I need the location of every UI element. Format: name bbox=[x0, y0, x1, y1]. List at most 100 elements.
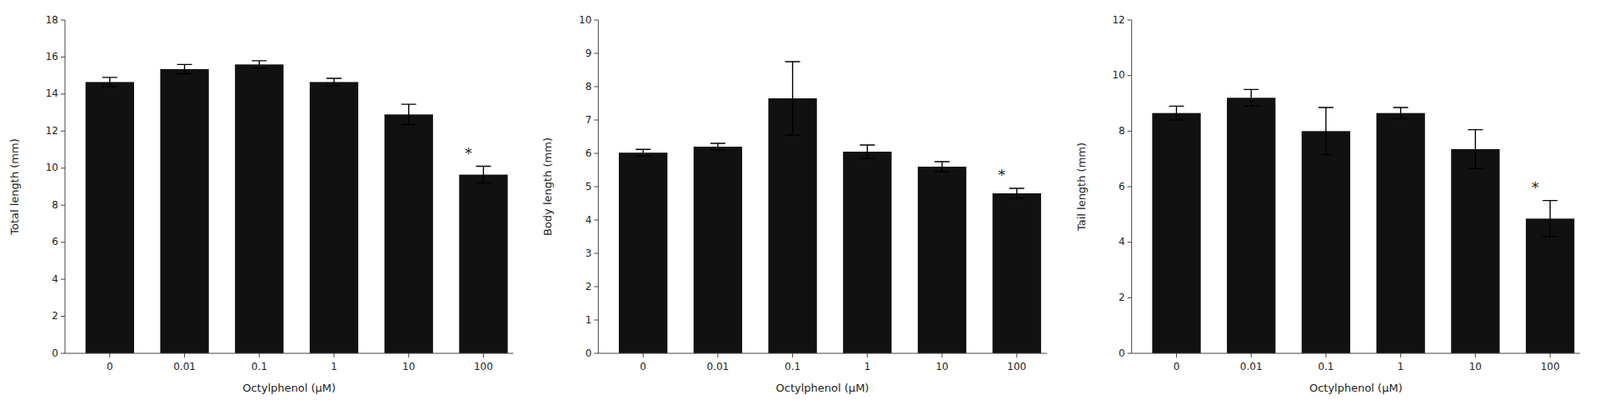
x-tick bbox=[333, 353, 335, 358]
x-tick-label: 0.1 bbox=[1317, 360, 1334, 373]
y-tick-label: 2 bbox=[585, 280, 593, 293]
x-tick bbox=[792, 353, 793, 358]
y-tick bbox=[60, 167, 65, 169]
panel: 02468101214161800.010.1110100Octylphenol… bbox=[8, 14, 514, 395]
bar bbox=[309, 81, 359, 354]
error-bar-line bbox=[867, 144, 868, 159]
error-bar-line bbox=[475, 182, 491, 184]
annotation: * bbox=[1531, 178, 1540, 196]
error-bar-line bbox=[1243, 105, 1259, 107]
y-tick-label: 10 bbox=[45, 161, 59, 174]
bar bbox=[618, 152, 668, 354]
y-tick bbox=[1127, 186, 1132, 188]
x-tick bbox=[1176, 353, 1177, 358]
x-tick-label: 100 bbox=[1006, 360, 1027, 373]
error-bar bbox=[251, 60, 267, 69]
error-bar bbox=[401, 104, 417, 125]
error-bar bbox=[635, 149, 651, 156]
y-tick-label: 18 bbox=[45, 14, 59, 26]
error-bar-line bbox=[259, 60, 260, 69]
x-tick bbox=[483, 353, 484, 358]
error-bar-line bbox=[109, 77, 110, 87]
x-tick bbox=[1016, 353, 1017, 358]
y-tick-label: 9 bbox=[585, 47, 593, 60]
y-tick-label: 10 bbox=[1111, 69, 1125, 81]
bar bbox=[1301, 130, 1351, 354]
annotation: * bbox=[464, 144, 473, 162]
x-tick-label: 0.01 bbox=[707, 360, 730, 373]
error-bar-line bbox=[1325, 107, 1326, 155]
y-tick bbox=[593, 186, 599, 188]
figure: 02468101214161800.010.1110100Octylphenol… bbox=[0, 0, 1600, 405]
x-tick-label: 0 bbox=[1173, 360, 1181, 373]
error-bar bbox=[859, 144, 875, 159]
x-tick bbox=[717, 353, 718, 358]
y-tick bbox=[593, 53, 599, 55]
error-bar-line bbox=[1251, 89, 1252, 106]
error-bar-line bbox=[1400, 107, 1401, 119]
y-tick-label: 5 bbox=[585, 180, 593, 193]
y-tick-label: 4 bbox=[51, 273, 59, 285]
error-bar-line bbox=[1549, 200, 1551, 237]
y-tick-label: 7 bbox=[585, 114, 593, 126]
error-bar-line bbox=[1393, 106, 1409, 108]
error-bar-line bbox=[1009, 197, 1025, 199]
error-bar-line bbox=[184, 64, 185, 74]
y-tick bbox=[60, 279, 65, 280]
error-bar-line bbox=[177, 64, 193, 65]
error-bar-line bbox=[251, 59, 267, 61]
y-tick bbox=[60, 19, 65, 21]
y-tick bbox=[1127, 241, 1132, 243]
y-tick-label: 14 bbox=[45, 87, 59, 100]
y-tick bbox=[60, 56, 65, 58]
error-bar-line bbox=[785, 134, 801, 135]
x-tick bbox=[642, 353, 644, 358]
x-axis-label: Octylphenol (μM) bbox=[776, 381, 870, 394]
bars bbox=[1151, 89, 1575, 354]
error-bar-line bbox=[1467, 168, 1483, 170]
y-tick bbox=[60, 130, 65, 132]
error-bar-line bbox=[792, 61, 793, 135]
x-tick-label: 0.01 bbox=[173, 360, 196, 373]
error-bar-line bbox=[102, 76, 118, 78]
bar bbox=[1226, 97, 1276, 354]
error-bar bbox=[177, 64, 193, 74]
error-bar-line bbox=[642, 149, 643, 156]
error-bar-line bbox=[1169, 119, 1185, 120]
x-tick-label: 0 bbox=[639, 360, 647, 373]
error-bar bbox=[934, 161, 950, 172]
y-tick-label: 8 bbox=[51, 199, 59, 211]
x-tick-label: 10 bbox=[935, 360, 948, 373]
error-bar-line bbox=[1016, 188, 1017, 199]
bar bbox=[693, 146, 743, 354]
error-bar-line bbox=[1318, 106, 1334, 108]
x-tick-label: 10 bbox=[1469, 360, 1482, 373]
error-bar bbox=[710, 143, 726, 150]
error-bar-line bbox=[326, 77, 342, 79]
y-tick-label: 10 bbox=[578, 14, 592, 26]
error-bar-line bbox=[251, 67, 267, 69]
x-axis-line bbox=[1131, 353, 1581, 354]
y-tick bbox=[60, 204, 65, 206]
bar bbox=[85, 81, 135, 354]
x-axis-label: Octylphenol (μM) bbox=[1309, 381, 1403, 394]
bar bbox=[234, 64, 284, 354]
y-tick bbox=[1127, 19, 1132, 21]
error-bar-line bbox=[1009, 187, 1025, 189]
bar bbox=[1376, 113, 1426, 354]
error-bar-line bbox=[1393, 118, 1409, 120]
error-bar bbox=[1009, 188, 1025, 199]
error-bar bbox=[1318, 107, 1334, 155]
y-tick-label: 12 bbox=[1111, 14, 1125, 26]
annotation: * bbox=[997, 165, 1006, 184]
x-tick bbox=[408, 353, 409, 358]
y-tick bbox=[593, 253, 599, 255]
y-tick bbox=[593, 153, 599, 155]
x-tick-label: 1 bbox=[864, 360, 872, 373]
bar bbox=[842, 151, 892, 354]
y-tick-label: 16 bbox=[45, 50, 59, 63]
y-tick-label: 0 bbox=[51, 347, 59, 359]
error-bar-line bbox=[785, 60, 801, 62]
x-tick-label: 1 bbox=[330, 360, 338, 373]
y-tick-label: 12 bbox=[45, 124, 59, 137]
